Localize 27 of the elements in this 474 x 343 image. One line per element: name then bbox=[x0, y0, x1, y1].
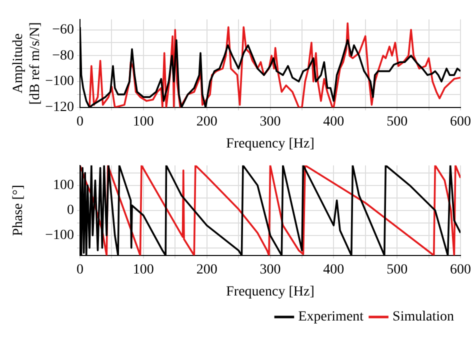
x-axis-title: Frequency [Hz] bbox=[226, 136, 314, 152]
x-tick-label: 300 bbox=[260, 262, 281, 278]
x-tick-label: 100 bbox=[132, 262, 154, 278]
y-tick-label: 100 bbox=[53, 178, 74, 194]
legend-label: Experiment bbox=[298, 310, 364, 325]
x-axis-title: Frequency [Hz] bbox=[226, 284, 314, 300]
y-tick-label: −100 bbox=[45, 228, 74, 244]
y-tick-label: 0 bbox=[67, 203, 74, 218]
x-tick-label: 600 bbox=[450, 262, 471, 278]
x-tick-label: 500 bbox=[386, 114, 408, 130]
y-tick-label: −120 bbox=[45, 100, 74, 116]
x-tick-label: 0 bbox=[76, 114, 84, 130]
x-tick-label: 500 bbox=[386, 262, 408, 278]
y-axis-title: Phase [°] bbox=[11, 184, 26, 236]
x-tick-label: 300 bbox=[260, 114, 281, 130]
x-tick-label: 200 bbox=[196, 262, 218, 278]
x-tick-label: 200 bbox=[196, 114, 218, 130]
x-tick-label: 0 bbox=[76, 262, 84, 278]
x-tick-label: 600 bbox=[450, 114, 471, 130]
y-tick-label: −80 bbox=[52, 48, 74, 64]
legend-label: Simulation bbox=[392, 310, 454, 325]
y-tick-label: −60 bbox=[52, 22, 74, 38]
x-tick-label: 400 bbox=[323, 262, 344, 278]
x-tick-label: 400 bbox=[323, 114, 344, 130]
y-axis-title: Amplitude [dB ref m/s/N] bbox=[11, 22, 43, 105]
y-tick-label: −100 bbox=[45, 74, 74, 90]
x-tick-label: 100 bbox=[132, 114, 154, 130]
